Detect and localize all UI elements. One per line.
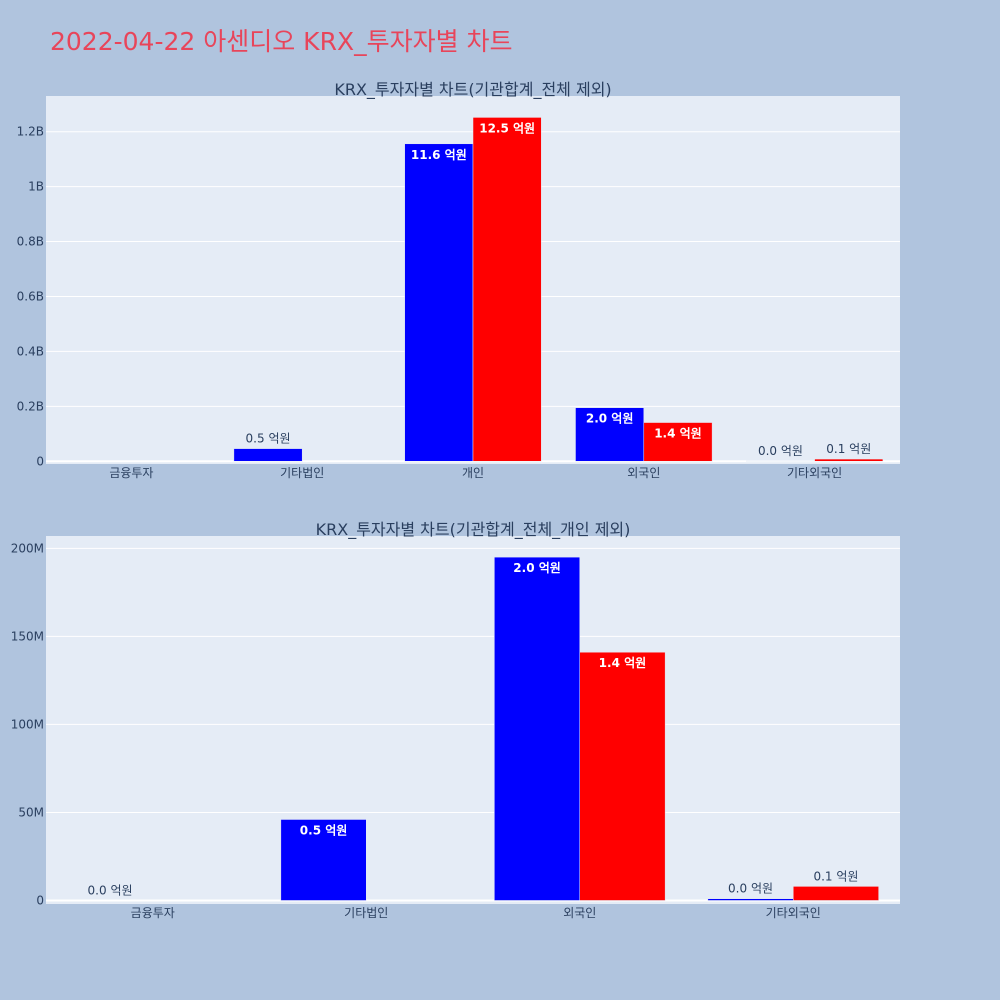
bar [707, 898, 794, 901]
y-tick-label: 0.8B [17, 235, 44, 249]
page-title: 2022-04-22 아센디오 KRX_투자자별 차트 [50, 27, 513, 56]
bar-data-label: 0.0 억원 [758, 444, 803, 458]
bar [793, 886, 879, 901]
bar-data-label: 0.1 억원 [826, 442, 871, 456]
bar-data-label: 0.1 억원 [813, 869, 858, 883]
bar-data-label: 1.4 억원 [654, 427, 702, 441]
y-tick-label: 0.6B [17, 289, 44, 303]
bar-data-label: 2.0 억원 [586, 412, 634, 426]
x-tick-label: 금융투자 [109, 466, 153, 480]
y-tick-label: 0 [36, 454, 44, 468]
chart-2: 0 50M 100M 150M 200M KRX_투자자별 차트(기관합계_전체_개인 제… [11, 520, 900, 920]
x-tick-label: 개인 [462, 466, 484, 480]
bar-data-label: 0.0 억원 [88, 883, 133, 897]
y-tick-label: 0.4B [17, 344, 44, 358]
y-tick-label: 200M [11, 541, 44, 555]
bar-data-label: 0.5 억원 [300, 823, 348, 837]
x-tick-label: 외국인 [627, 466, 660, 480]
bar-data-label: 2.0 억원 [513, 561, 561, 575]
y-tick-label: 0.2B [17, 399, 44, 413]
x-tick-label: 기타법인 [344, 906, 388, 920]
bar [575, 407, 645, 462]
bar [814, 458, 884, 462]
chart-title: KRX_투자자별 차트(기관합계_전체 제외) [334, 80, 611, 100]
bar-data-label: 0.0 억원 [728, 882, 773, 896]
y-tick-label: 0 [36, 893, 44, 907]
bar [280, 819, 367, 901]
y-tick-label: 150M [11, 629, 44, 643]
y-tick-label: 1.2B [17, 125, 44, 139]
bar [579, 651, 666, 901]
y-tick-label: 100M [11, 717, 44, 731]
x-tick-label: 기타외국인 [766, 906, 821, 920]
bar-data-label: 0.5 억원 [246, 432, 291, 446]
chart-title: KRX_투자자별 차트(기관합계_전체_개인 제외) [316, 520, 631, 540]
y-tick-label: 1B [28, 180, 44, 194]
bar-data-label: 12.5 억원 [479, 121, 535, 135]
bar [233, 448, 303, 462]
x-tick-label: 기타법인 [280, 466, 324, 480]
chart-1: 0 0.2B 0.4B 0.6B 0.8B 1B 1.2B KRX_투자자별 차트(기관합계_… [17, 80, 900, 480]
bar-data-label: 1.4 억원 [599, 656, 647, 670]
y-tick-label: 50M [18, 805, 44, 819]
bar [643, 422, 713, 462]
x-tick-label: 외국인 [563, 906, 596, 920]
x-tick-label: 금융투자 [131, 906, 175, 920]
x-tick-label: 기타외국인 [787, 466, 842, 480]
bar-data-label: 11.6 억원 [411, 148, 467, 162]
plot-area [46, 536, 900, 904]
bar [494, 556, 581, 901]
bar [472, 117, 542, 462]
bar [404, 143, 474, 462]
